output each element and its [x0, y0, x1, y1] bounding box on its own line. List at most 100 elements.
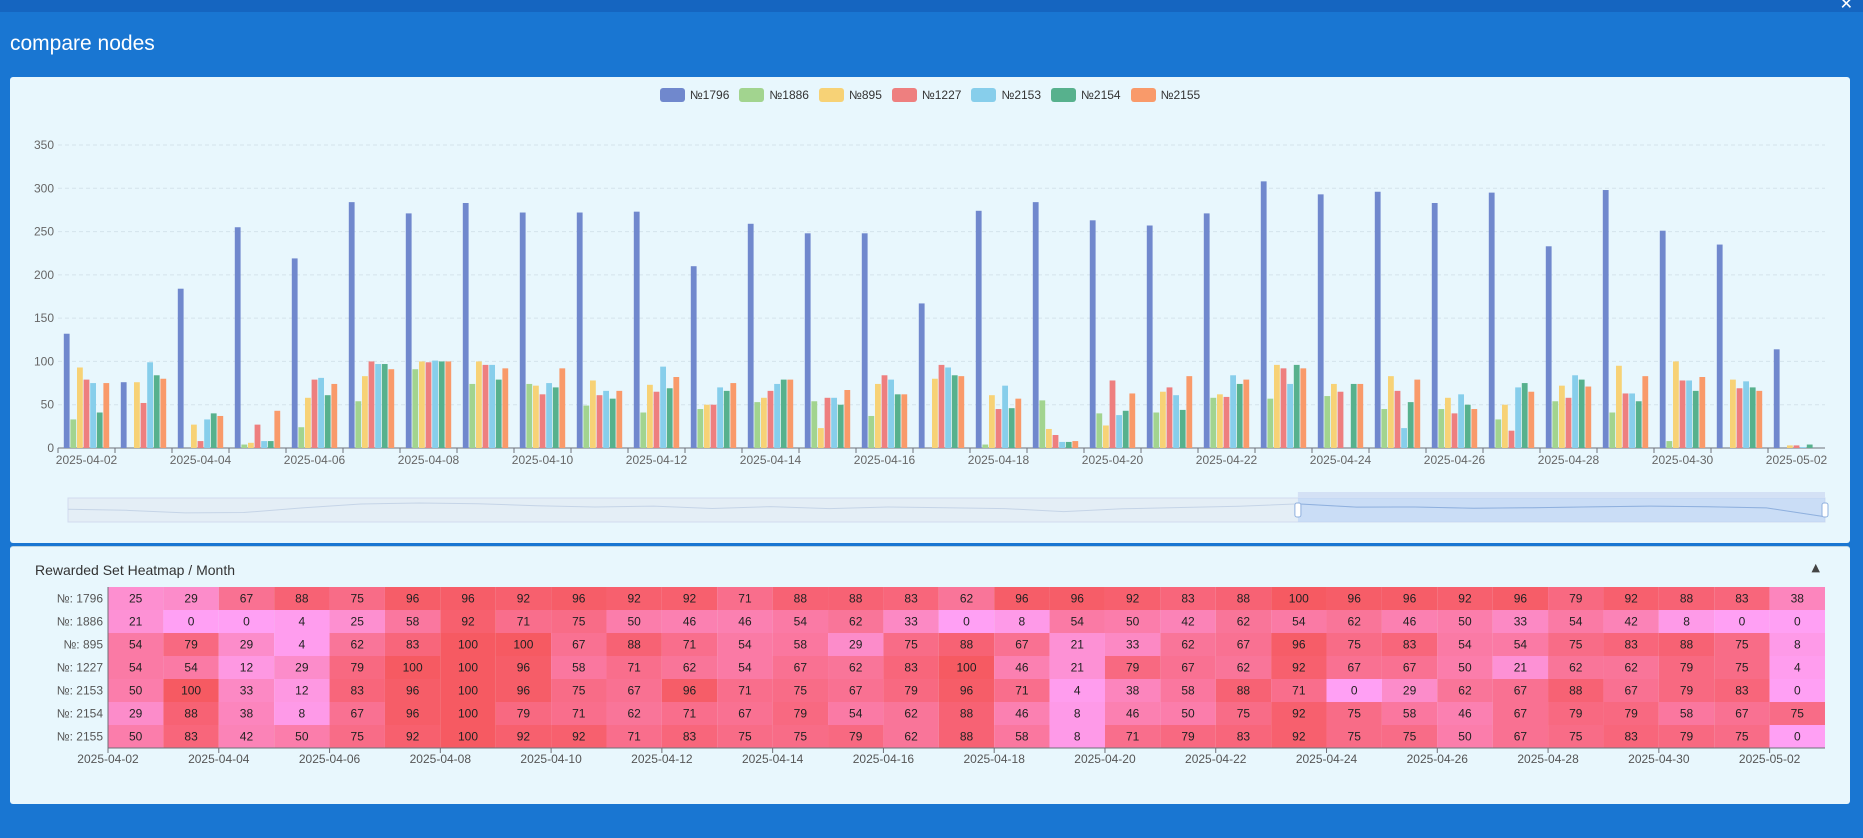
heatmap-cell[interactable]	[163, 679, 219, 702]
bar[interactable]	[1267, 398, 1274, 448]
bar[interactable]	[616, 390, 623, 448]
bar[interactable]	[1331, 383, 1337, 448]
heatmap-cell[interactable]	[1271, 610, 1327, 633]
bar[interactable]	[1565, 397, 1572, 448]
bar[interactable]	[234, 227, 241, 448]
bar[interactable]	[495, 379, 502, 448]
bar[interactable]	[1495, 419, 1502, 448]
bar[interactable]	[774, 383, 780, 448]
bar[interactable]	[1609, 412, 1616, 448]
heatmap-cell[interactable]	[994, 587, 1050, 610]
bar[interactable]	[1679, 380, 1686, 448]
heatmap-cell[interactable]	[108, 633, 164, 656]
heatmap-cell[interactable]	[661, 610, 718, 633]
heatmap-cell[interactable]	[1714, 610, 1770, 633]
bar[interactable]	[324, 395, 331, 448]
heatmap-cell[interactable]	[828, 610, 884, 633]
heatmap-cell[interactable]	[1049, 633, 1105, 656]
bar[interactable]	[318, 377, 324, 448]
heatmap-cell[interactable]	[1381, 610, 1438, 633]
heatmap-cell[interactable]	[384, 702, 441, 725]
bar[interactable]	[1210, 397, 1217, 448]
collapse-icon[interactable]: ▲	[1811, 561, 1820, 574]
heatmap-cell[interactable]	[274, 587, 330, 610]
bar[interactable]	[267, 441, 274, 448]
bar[interactable]	[412, 369, 419, 448]
heatmap-cell[interactable]	[1603, 679, 1659, 702]
bar[interactable]	[1065, 441, 1072, 448]
bar[interactable]	[291, 258, 298, 448]
heatmap-cell[interactable]	[1160, 725, 1216, 748]
heatmap-cell[interactable]	[274, 725, 330, 748]
bar[interactable]	[1394, 390, 1401, 448]
heatmap-cell[interactable]	[1769, 679, 1825, 702]
bar[interactable]	[982, 444, 989, 448]
heatmap-cell[interactable]	[1714, 656, 1770, 679]
bar[interactable]	[298, 427, 305, 448]
legend-item[interactable]: №1886	[739, 88, 809, 102]
bar[interactable]	[1153, 412, 1160, 448]
heatmap-cell[interactable]	[1271, 702, 1327, 725]
heatmap-cell[interactable]	[661, 587, 718, 610]
heatmap-cell[interactable]	[717, 702, 773, 725]
bar[interactable]	[1806, 444, 1813, 448]
heatmap-cell[interactable]	[108, 610, 164, 633]
bar[interactable]	[1324, 396, 1331, 448]
heatmap-cell[interactable]	[717, 679, 773, 702]
bar[interactable]	[204, 419, 210, 448]
heatmap-cell[interactable]	[1492, 587, 1549, 610]
heatmap-cell[interactable]	[772, 633, 829, 656]
heatmap-cell[interactable]	[108, 702, 164, 725]
bar[interactable]	[1572, 375, 1578, 448]
heatmap-cell[interactable]	[1381, 679, 1438, 702]
heatmap-cell[interactable]	[883, 656, 939, 679]
legend-item[interactable]: №1227	[891, 88, 961, 102]
heatmap-cell[interactable]	[1769, 656, 1825, 679]
bar[interactable]	[1293, 364, 1300, 448]
legend-item[interactable]: №895	[818, 88, 882, 102]
bar[interactable]	[77, 367, 83, 448]
bar[interactable]	[945, 367, 951, 448]
bar[interactable]	[90, 383, 96, 448]
heatmap-cell[interactable]	[1658, 610, 1715, 633]
heatmap-cell[interactable]	[606, 587, 662, 610]
bar[interactable]	[210, 413, 217, 448]
bar[interactable]	[596, 395, 603, 448]
heatmap-cell[interactable]	[606, 702, 662, 725]
heatmap-cell[interactable]	[274, 633, 330, 656]
heatmap-cell[interactable]	[606, 656, 662, 679]
bar[interactable]	[419, 361, 425, 448]
bar[interactable]	[1166, 387, 1173, 448]
bar[interactable]	[552, 387, 559, 448]
bar[interactable]	[1401, 428, 1407, 448]
bar[interactable]	[1578, 379, 1585, 448]
bar[interactable]	[1059, 441, 1065, 448]
heatmap-cell[interactable]	[384, 656, 441, 679]
heatmap-cell[interactable]	[440, 633, 496, 656]
bar[interactable]	[875, 383, 881, 448]
heatmap-cell[interactable]	[772, 610, 829, 633]
zoom-move-handle[interactable]	[1297, 492, 1825, 498]
heatmap-cell[interactable]	[1271, 587, 1327, 610]
heatmap-cell[interactable]	[994, 725, 1050, 748]
bar[interactable]	[1374, 191, 1381, 448]
bar[interactable]	[1749, 387, 1756, 448]
bar[interactable]	[1230, 375, 1236, 448]
bar[interactable]	[1502, 404, 1508, 448]
bar[interactable]	[1451, 413, 1458, 448]
bar[interactable]	[666, 388, 673, 448]
bar[interactable]	[824, 397, 831, 448]
heatmap-cell[interactable]	[717, 725, 773, 748]
bar[interactable]	[217, 415, 224, 448]
bar[interactable]	[590, 380, 596, 448]
legend-item[interactable]: №2155	[1130, 88, 1200, 102]
heatmap-cell[interactable]	[1215, 587, 1272, 610]
heatmap-cell[interactable]	[218, 679, 275, 702]
heatmap-cell[interactable]	[1437, 656, 1493, 679]
heatmap-cell[interactable]	[994, 633, 1050, 656]
heatmap-cell[interactable]	[1437, 702, 1493, 725]
bar[interactable]	[362, 376, 368, 448]
heatmap-cell[interactable]	[1548, 610, 1604, 633]
bar[interactable]	[831, 397, 837, 448]
heatmap-cell[interactable]	[329, 633, 385, 656]
